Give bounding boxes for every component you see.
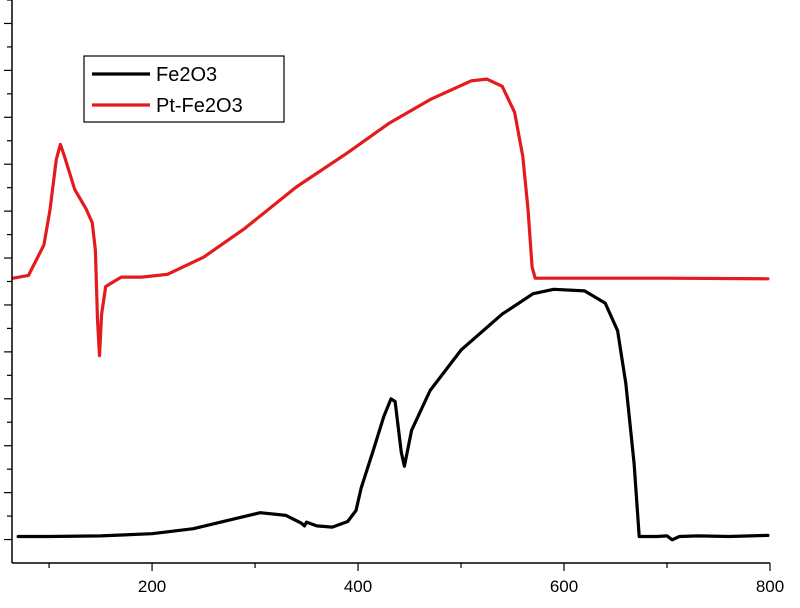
series-line-fe2o3 — [16, 287, 770, 542]
y-axis — [4, 0, 13, 563]
x-tick-label: 400 — [344, 577, 372, 596]
legend: Fe2O3 Pt-Fe2O3 — [83, 55, 285, 123]
x-tick-label: 800 — [756, 577, 784, 596]
x-axis: 200 400 600 800 — [12, 562, 784, 596]
legend-label: Pt-Fe2O3 — [156, 95, 243, 117]
x-tick-label: 600 — [550, 577, 578, 596]
plot-area — [11, 77, 770, 542]
series-line-pt-fe2o3 — [11, 77, 770, 358]
x-tick-label: 200 — [138, 577, 166, 596]
legend-box — [83, 55, 285, 123]
legend-label: Fe2O3 — [156, 64, 217, 86]
